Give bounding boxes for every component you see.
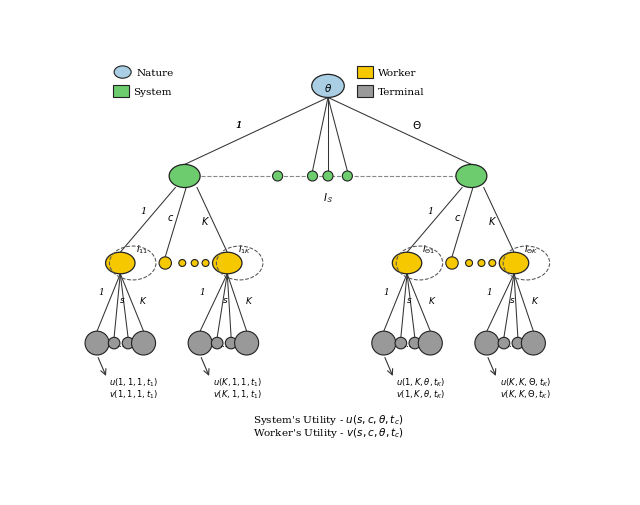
Text: $\theta$: $\theta$ (324, 82, 332, 94)
Text: ...: ... (403, 339, 412, 348)
Circle shape (419, 331, 442, 356)
Text: $I_{\Theta K}$: $I_{\Theta K}$ (524, 243, 538, 256)
Circle shape (132, 331, 156, 356)
Circle shape (225, 338, 237, 349)
Text: 1: 1 (486, 287, 492, 296)
Circle shape (475, 331, 499, 356)
Text: $v(K,K,\Theta,t_K)$: $v(K,K,\Theta,t_K)$ (500, 388, 550, 400)
Text: ...: ... (219, 339, 228, 348)
FancyBboxPatch shape (358, 86, 373, 98)
Circle shape (108, 338, 120, 349)
Text: Worker: Worker (378, 68, 416, 77)
Text: 1: 1 (140, 207, 147, 216)
Ellipse shape (169, 165, 200, 188)
Circle shape (489, 260, 496, 267)
Text: 1: 1 (99, 287, 104, 296)
Text: ...: ... (506, 339, 515, 348)
Circle shape (498, 338, 509, 349)
Ellipse shape (456, 165, 487, 188)
Circle shape (323, 172, 333, 182)
Circle shape (522, 331, 545, 356)
Circle shape (202, 260, 209, 267)
Ellipse shape (392, 252, 422, 274)
Circle shape (211, 338, 223, 349)
Text: $u(1,K,\theta,t_K)$: $u(1,K,\theta,t_K)$ (396, 376, 445, 388)
Text: $u(1,1,1,t_1)$: $u(1,1,1,t_1)$ (109, 376, 159, 388)
Text: 1: 1 (236, 121, 242, 130)
Text: $v(K,1,1,t_1)$: $v(K,1,1,t_1)$ (213, 388, 262, 400)
Circle shape (395, 338, 406, 349)
Text: System's Utility - $u(s, c, \theta, t_c)$: System's Utility - $u(s, c, \theta, t_c)… (253, 412, 403, 426)
Circle shape (409, 338, 420, 349)
FancyBboxPatch shape (113, 86, 129, 98)
Text: System: System (134, 87, 172, 96)
FancyBboxPatch shape (358, 67, 373, 79)
Text: $v(1,K,\theta,t_K)$: $v(1,K,\theta,t_K)$ (396, 388, 445, 400)
Text: $K$: $K$ (201, 215, 210, 226)
Text: ...: ... (116, 339, 125, 348)
Ellipse shape (106, 252, 135, 274)
Text: $K$: $K$ (140, 294, 148, 305)
Circle shape (307, 172, 317, 182)
Text: $c$: $c$ (454, 213, 461, 222)
Circle shape (342, 172, 353, 182)
Text: Terminal: Terminal (378, 87, 424, 96)
Circle shape (85, 331, 109, 356)
Text: $c$: $c$ (167, 213, 174, 222)
Circle shape (273, 172, 283, 182)
Text: $s$: $s$ (223, 295, 229, 304)
Circle shape (235, 331, 259, 356)
Ellipse shape (114, 67, 131, 79)
Text: $I_{1K}$: $I_{1K}$ (237, 243, 251, 256)
Circle shape (159, 258, 172, 270)
Text: $K$: $K$ (428, 294, 437, 305)
Circle shape (122, 338, 134, 349)
Text: $s$: $s$ (120, 295, 126, 304)
Circle shape (465, 260, 472, 267)
Text: $v(1,1,1,t_1)$: $v(1,1,1,t_1)$ (109, 388, 158, 400)
Text: $K$: $K$ (488, 215, 497, 226)
Text: 1: 1 (383, 287, 389, 296)
Text: 1: 1 (427, 207, 433, 216)
Text: $\Theta$: $\Theta$ (412, 119, 422, 131)
Text: $u(K,1,1,t_1)$: $u(K,1,1,t_1)$ (213, 376, 262, 388)
Circle shape (191, 260, 198, 267)
Text: $K$: $K$ (244, 294, 253, 305)
Text: 1: 1 (236, 121, 242, 130)
Text: $u(K,K,\Theta,t_K)$: $u(K,K,\Theta,t_K)$ (500, 376, 551, 388)
Text: $K$: $K$ (531, 294, 540, 305)
Circle shape (512, 338, 524, 349)
Text: $I_{\mathcal{S}}$: $I_{\mathcal{S}}$ (323, 190, 333, 205)
Text: 1: 1 (200, 287, 205, 296)
Circle shape (179, 260, 186, 267)
Circle shape (372, 331, 396, 356)
Text: Worker's Utility - $v(s, c, \theta, t_c)$: Worker's Utility - $v(s, c, \theta, t_c)… (253, 426, 403, 439)
Ellipse shape (499, 252, 529, 274)
Text: Nature: Nature (136, 68, 174, 77)
Text: $I_{\Theta1}$: $I_{\Theta1}$ (422, 243, 435, 256)
Ellipse shape (312, 75, 344, 98)
Text: $s$: $s$ (509, 295, 516, 304)
Circle shape (478, 260, 485, 267)
Circle shape (188, 331, 212, 356)
Text: $I_{11}$: $I_{11}$ (136, 243, 148, 256)
Text: $s$: $s$ (406, 295, 413, 304)
Circle shape (446, 258, 458, 270)
Ellipse shape (212, 252, 242, 274)
